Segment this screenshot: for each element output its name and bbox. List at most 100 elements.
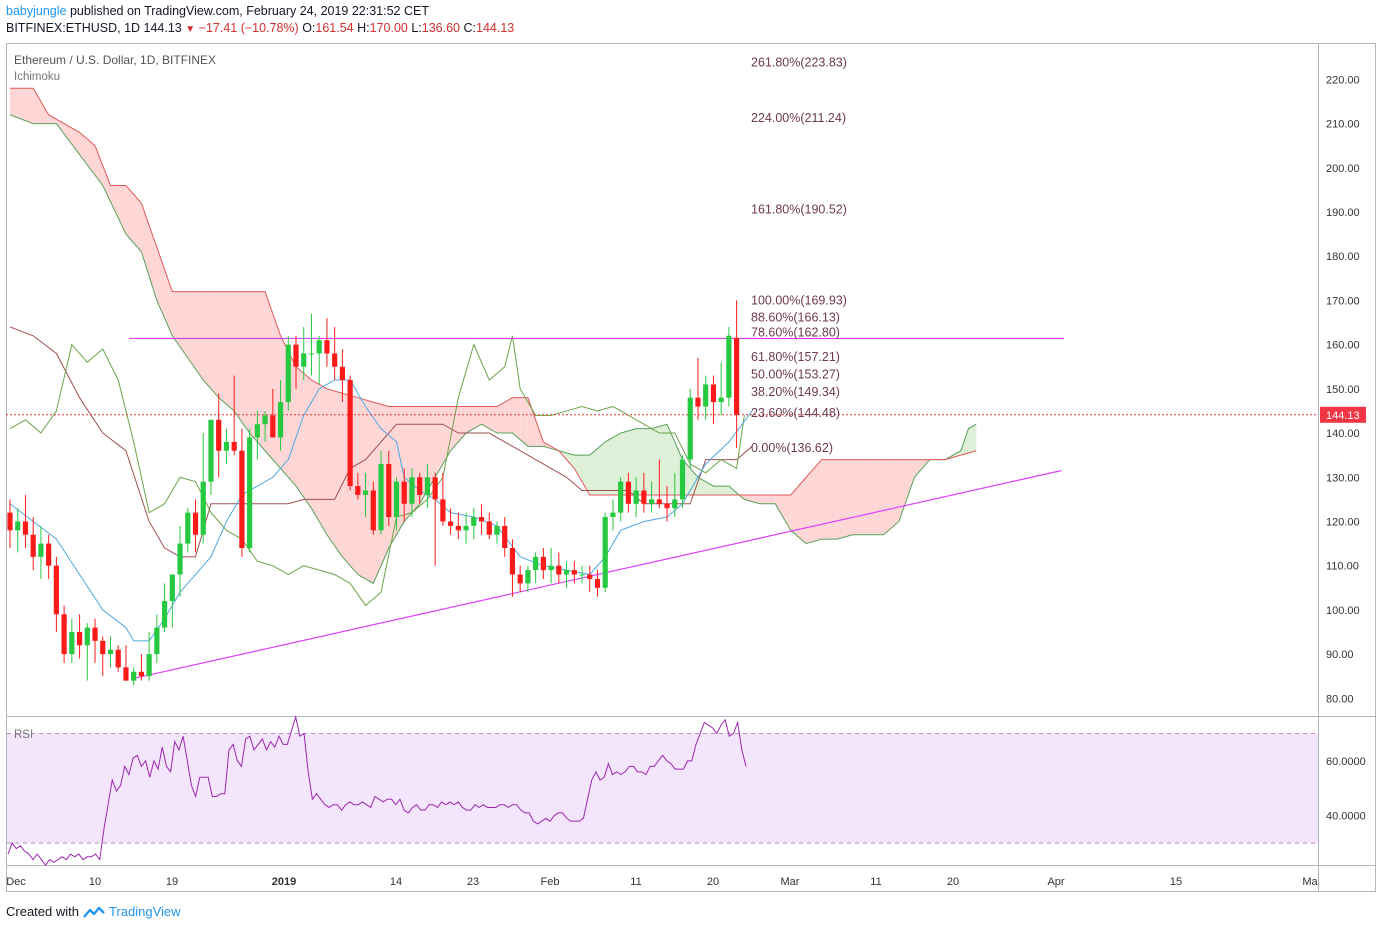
candle-body — [494, 525, 500, 535]
candle-body — [463, 525, 469, 531]
candle-body — [517, 574, 523, 584]
cloud-segment — [752, 494, 760, 504]
cloud-segment — [605, 437, 613, 495]
cloud-segment — [473, 406, 482, 429]
price-tick-label: 90.00 — [1326, 649, 1354, 661]
open-label: O: — [302, 21, 316, 35]
chikou-line — [9, 335, 745, 607]
author-name[interactable]: babyjungle — [6, 4, 67, 18]
candle-body — [486, 521, 492, 535]
indicator-name: Ichimoku — [14, 71, 60, 83]
cloud-segment — [628, 428, 637, 495]
cloud-segment — [582, 455, 590, 495]
cloud-segment — [481, 406, 490, 429]
candle-body — [123, 667, 129, 681]
fib-level-label: 78.60%(162.80) — [751, 325, 840, 339]
candle-body — [223, 441, 230, 451]
candle-body — [386, 464, 392, 518]
cloud-segment — [520, 397, 528, 447]
cloud-segment — [164, 269, 173, 336]
time-tick-label: Ma — [1302, 876, 1318, 888]
time-tick-label: Feb — [541, 876, 560, 888]
candle-body — [424, 477, 431, 495]
cloud-segment — [33, 88, 41, 124]
candle-body — [509, 548, 516, 575]
candle-body — [656, 499, 662, 504]
cloud-segment — [141, 203, 150, 277]
high-value: 170.00 — [369, 21, 408, 35]
candle-body — [69, 632, 75, 655]
price-tick-label: 140.00 — [1326, 428, 1360, 440]
price-axis: 80.00 90.00 100.00 110.00 120.00 130.00 140.00… — [1320, 74, 1366, 705]
time-tick-label: 11 — [870, 876, 881, 888]
candle-body — [409, 477, 415, 504]
cloud-segment — [118, 185, 126, 235]
cloud-segment — [898, 459, 907, 522]
candle-body — [262, 415, 268, 425]
footer-brand[interactable]: TradingView — [108, 904, 181, 919]
candle-body — [448, 521, 454, 526]
cloud-segment — [218, 291, 227, 405]
time-tick-label: Mar — [781, 876, 800, 888]
time-tick-label: 20 — [707, 876, 719, 888]
cloud-segment — [659, 424, 668, 495]
price-tick-label: 200.00 — [1326, 163, 1360, 175]
time-tick-label: Dec — [6, 876, 26, 888]
cloud-segment — [790, 486, 799, 537]
cloud-segment — [597, 441, 606, 495]
last-price-tag-label: 144.13 — [1326, 410, 1360, 422]
high-label: H: — [357, 21, 370, 35]
cloud-segment — [249, 291, 258, 442]
price-tick-label: 210.00 — [1326, 119, 1360, 131]
candle-body — [15, 521, 21, 531]
candle-body — [7, 512, 13, 531]
cloud-segment — [311, 380, 320, 522]
candle-body — [679, 459, 686, 500]
cloud-segment — [783, 494, 791, 531]
candle-body — [316, 340, 322, 354]
cloud-segment — [852, 459, 861, 535]
candle-body — [84, 627, 90, 646]
cloud-segment — [806, 468, 814, 544]
cloud-segment — [95, 145, 103, 186]
last-price-tag — [1320, 406, 1366, 423]
rsi-band — [7, 733, 1318, 844]
cloud-segment — [257, 291, 266, 451]
down-arrow-icon: ▼ — [185, 24, 196, 35]
chart-canvas[interactable]: 261.80%(223.83) 224.00%(211.24) 161.80%(19… — [0, 0, 1382, 900]
candle-body — [710, 384, 717, 403]
price-tick-label: 120.00 — [1326, 516, 1360, 528]
candle-body — [648, 499, 655, 504]
price-change: −17.41 (−10.78%) — [198, 21, 299, 35]
cloud-segment — [319, 384, 327, 535]
cloud-segment — [651, 426, 660, 495]
cloud-segment — [180, 291, 188, 358]
rsi-tick-label: 60.0000 — [1326, 756, 1366, 768]
candle-body — [332, 353, 338, 367]
ichimoku-lines — [9, 87, 977, 642]
candle-body — [131, 671, 137, 681]
candle-body — [687, 397, 693, 460]
footer-created: Created with — [6, 904, 79, 919]
cloud-segment — [844, 459, 853, 537]
candle-body — [285, 344, 291, 403]
candle-body — [22, 521, 29, 535]
candle-body — [169, 574, 175, 602]
candle-body — [362, 490, 369, 495]
cloud-segment — [427, 406, 436, 491]
candle-body — [703, 384, 709, 407]
cloud-segment — [868, 459, 876, 535]
cloud-segment — [203, 291, 211, 389]
candle-body — [594, 578, 601, 588]
cloud-segment — [574, 455, 583, 482]
price-tick-label: 100.00 — [1326, 605, 1360, 617]
time-tick-label: 11 — [630, 876, 641, 888]
cloud-segment — [527, 397, 536, 447]
cloud-segment — [767, 494, 776, 504]
cloud-segment — [87, 139, 96, 176]
tradingview-logo-icon — [83, 906, 105, 918]
cloud-segment — [883, 459, 892, 535]
time-tick-label: 10 — [89, 876, 101, 888]
candle-body — [154, 627, 160, 655]
close-value: 144.13 — [476, 21, 515, 35]
